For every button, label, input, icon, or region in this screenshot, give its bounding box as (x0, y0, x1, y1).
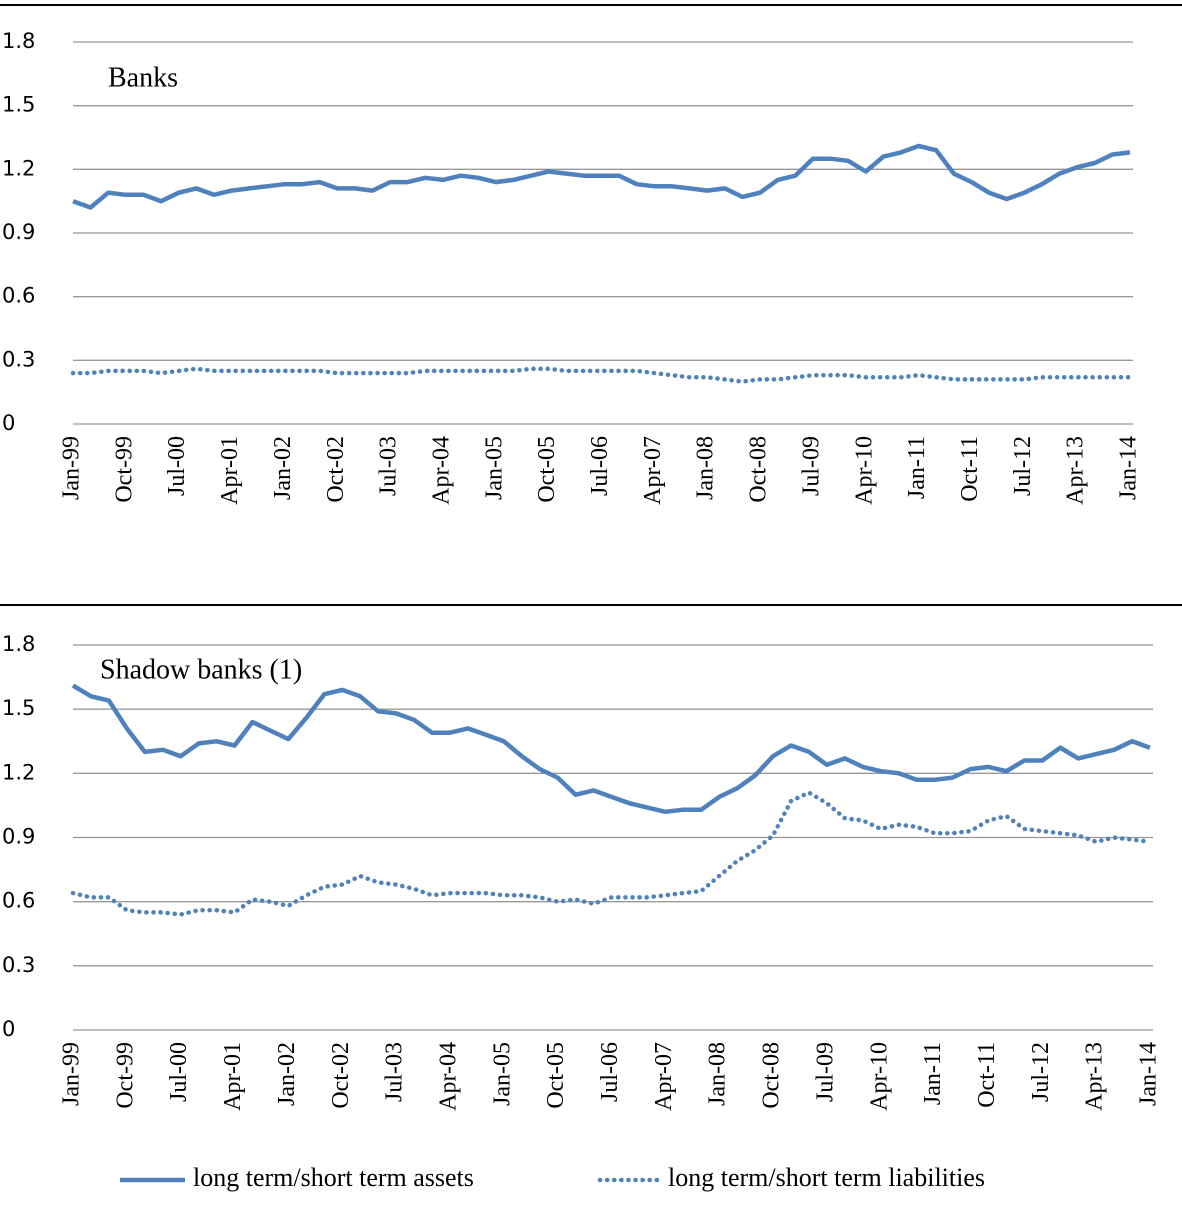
annotation: Shadow banks (1) (100, 654, 302, 685)
y-tick-label: 1.8 (2, 29, 35, 53)
x-tick-label: Jan-02 (274, 1042, 300, 1106)
series-line (72, 143, 1131, 210)
x-tick-label: Jul-03 (382, 1042, 408, 1102)
x-tick-label: Apr-07 (640, 436, 666, 505)
y-tick-label: 0.3 (2, 347, 35, 371)
y-tick-label: 1.2 (2, 760, 35, 784)
x-tick-label: Apr-04 (435, 1042, 461, 1111)
x-tick-label: Apr-10 (866, 1042, 892, 1111)
x-tick-label: Jul-12 (1010, 436, 1036, 496)
series-line (70, 790, 1153, 917)
x-tick-label: Oct-05 (534, 436, 560, 503)
y-tick-label: 0.9 (2, 825, 35, 849)
x-tick-label: Jan-14 (1136, 1042, 1162, 1106)
series-line (70, 366, 1133, 384)
legend-label: long term/short term liabilities (668, 1163, 985, 1192)
y-tick-label: 1.8 (2, 632, 35, 656)
series-line (71, 683, 1151, 815)
x-tick-label: Jan-99 (59, 436, 85, 500)
x-tick-label: Jan-99 (59, 1042, 85, 1106)
x-tick-label: Oct-02 (328, 1042, 354, 1109)
y-tick-label: 1.5 (2, 696, 35, 720)
x-tick-label: Jul-00 (164, 436, 190, 496)
x-tick-label: Jan-14 (1116, 436, 1142, 500)
x-tick-label: Apr-07 (651, 1042, 677, 1111)
x-tick-label: Oct-02 (323, 436, 349, 503)
x-tick-label: Jan-11 (920, 1042, 946, 1105)
x-tick-label: Oct-99 (111, 436, 137, 503)
x-tick-label: Apr-01 (220, 1042, 246, 1111)
x-tick-label: Oct-08 (746, 436, 772, 503)
x-tick-label: Apr-13 (1063, 436, 1089, 505)
y-tick-label: 0.9 (2, 220, 35, 244)
y-tick-label: 1.5 (2, 93, 35, 117)
x-tick-label: Oct-11 (974, 1042, 1000, 1108)
x-tick-label: Oct-05 (543, 1042, 569, 1109)
y-tick-label: 1.2 (2, 156, 35, 180)
x-tick-label: Jul-06 (587, 436, 613, 496)
x-tick-label: Apr-01 (217, 436, 243, 505)
x-tick-label: Oct-11 (957, 436, 983, 502)
x-tick-label: Apr-04 (428, 436, 454, 505)
x-tick-label: Jan-08 (705, 1042, 731, 1106)
x-tick-label: Jul-03 (376, 436, 402, 496)
x-tick-label: Jul-09 (798, 436, 824, 496)
x-tick-label: Jan-11 (904, 436, 930, 499)
x-tick-label: Jan-05 (481, 436, 507, 500)
x-tick-label: Jan-05 (489, 1042, 515, 1106)
x-tick-label: Jan-02 (270, 436, 296, 500)
legend-label: long term/short term assets (193, 1163, 474, 1192)
y-tick-label: 0.3 (2, 953, 35, 977)
y-tick-label: 0 (2, 411, 15, 435)
annotation: Banks (108, 62, 178, 93)
y-tick-label: 0.6 (2, 889, 35, 913)
y-tick-label: 0 (2, 1017, 15, 1041)
y-tick-label: 0.6 (2, 284, 35, 308)
x-tick-label: Jul-09 (812, 1042, 838, 1102)
x-tick-label: Jan-08 (693, 436, 719, 500)
x-tick-label: Jul-06 (597, 1042, 623, 1102)
x-tick-label: Oct-99 (112, 1042, 138, 1109)
x-tick-label: Apr-10 (851, 436, 877, 505)
x-tick-label: Oct-08 (759, 1042, 785, 1109)
x-tick-label: Apr-13 (1082, 1042, 1108, 1111)
x-tick-label: Jul-12 (1028, 1042, 1054, 1102)
x-tick-label: Jul-00 (166, 1042, 192, 1102)
